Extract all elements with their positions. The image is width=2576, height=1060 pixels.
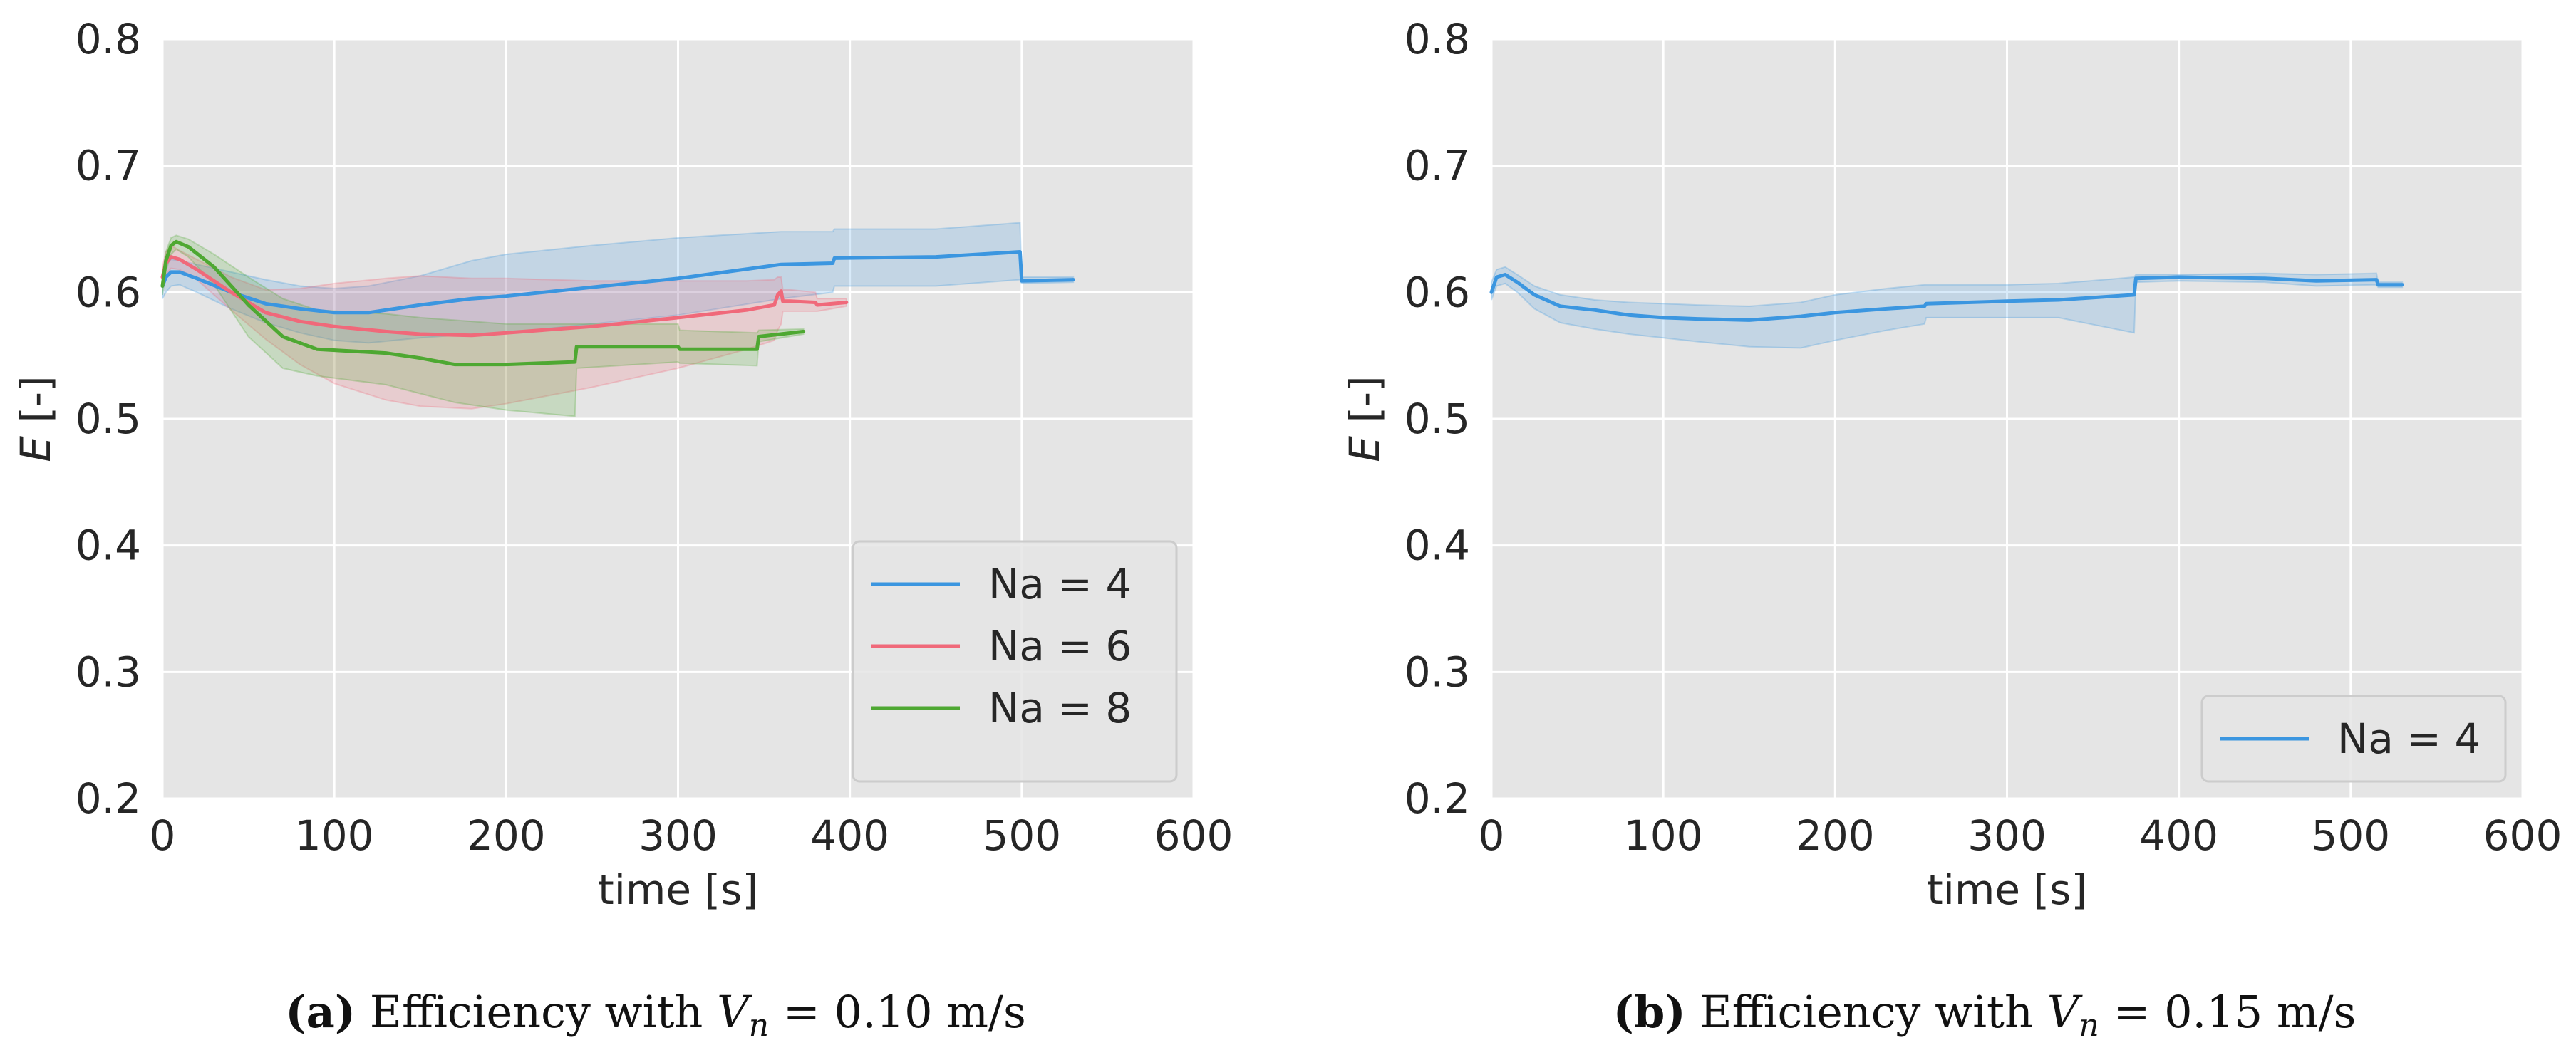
x-tick-label: 300	[638, 811, 718, 860]
y-tick-label: 0.8	[1405, 15, 1470, 63]
y-tick-label: 0.5	[1405, 395, 1470, 443]
x-axis-label: time [s]	[1927, 866, 2087, 914]
series-line-1	[160, 250, 1075, 315]
caption-text: Efficiency with	[1686, 986, 2047, 1038]
legend-label-3: Na = 8	[988, 684, 1132, 732]
caption-text: Efficiency with	[356, 986, 717, 1038]
legend-label-1: Na = 4	[988, 560, 1132, 608]
y-tick-label: 0.8	[76, 15, 141, 63]
caption-var: V	[717, 986, 753, 1038]
y-tick-label: 0.2	[76, 774, 141, 823]
legend-label-1: Na = 4	[2337, 715, 2481, 763]
x-tick-label: 100	[1624, 811, 1703, 860]
series-line-2	[160, 255, 849, 338]
x-tick-label: 200	[1796, 811, 1875, 860]
x-tick-label: 400	[2139, 811, 2218, 860]
x-tick-label: 600	[2483, 811, 2562, 860]
caption-sub: n	[749, 1007, 769, 1044]
y-tick-label: 0.4	[1405, 521, 1470, 570]
y-axis-label-var: E	[11, 436, 60, 462]
y-tick-label: 0.7	[76, 142, 141, 190]
caption-eq: = 0.15 m/s	[2099, 986, 2357, 1038]
caption-b: (b) Efficiency with Vn = 0.15 m/s	[1613, 986, 2357, 1044]
chart-panel-b: 0 100 200 300 400 500 600 0.2 0.3 0.4 0.5 0.6 0.7 0.8…	[1340, 15, 2562, 1044]
series-line-3	[160, 239, 806, 367]
x-tick-label: 0	[1479, 811, 1505, 860]
chart-panel-a: 0 100 200 300 400 500 600 0.2 0.3 0.4 0.5 0.6 0.7 0.8…	[11, 15, 1233, 1044]
y-tick-label: 0.7	[1405, 142, 1470, 190]
y-tick-label: 0.3	[76, 648, 141, 696]
y-tick-label: 0.2	[1405, 774, 1470, 823]
legend: Na = 4	[2200, 695, 2507, 783]
x-tick-label: 100	[295, 811, 374, 860]
series-line-1	[1489, 273, 2404, 322]
y-tick-label: 0.5	[76, 395, 141, 443]
x-axis-label: time [s]	[598, 866, 758, 914]
y-tick-label: 0.3	[1405, 648, 1470, 696]
x-tick-label: 300	[1967, 811, 2047, 860]
caption-sub: n	[2079, 1007, 2099, 1044]
x-tick-label: 0	[150, 811, 176, 860]
y-axis-label: E [-]	[1340, 375, 1389, 462]
y-axis-label: E [-]	[11, 375, 60, 462]
x-tick-label: 500	[2311, 811, 2390, 860]
x-tick-label: 500	[982, 811, 1061, 860]
x-tick-label: 600	[1154, 811, 1233, 860]
caption-label: (a)	[285, 986, 356, 1038]
series-band-2	[162, 244, 847, 410]
legend-box	[852, 540, 1178, 783]
caption-var: V	[2047, 986, 2084, 1038]
x-tick-label: 400	[810, 811, 889, 860]
caption-label: (b)	[1613, 986, 1686, 1038]
series-band-3	[162, 234, 805, 417]
y-tick-label: 0.6	[1405, 268, 1470, 316]
legend: Na = 4 Na = 6 Na = 8	[852, 540, 1178, 783]
series-band-1	[1491, 266, 2404, 349]
y-axis-label-unit: [-]	[1340, 375, 1389, 436]
caption-eq: = 0.10 m/s	[769, 986, 1026, 1038]
y-axis-label-unit: [-]	[11, 375, 60, 436]
x-tick-label: 200	[467, 811, 546, 860]
legend-label-2: Na = 6	[988, 622, 1132, 670]
y-tick-label: 0.6	[76, 268, 141, 316]
y-axis-label-var: E	[1340, 436, 1389, 462]
legend-box	[2200, 695, 2507, 783]
caption-a: (a) Efficiency with Vn = 0.10 m/s	[285, 986, 1026, 1044]
y-tick-label: 0.4	[76, 521, 141, 570]
